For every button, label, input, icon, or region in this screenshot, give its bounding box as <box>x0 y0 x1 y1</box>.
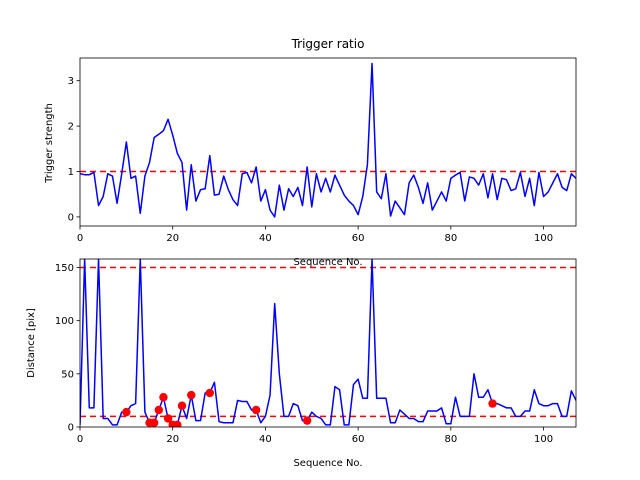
y-tick-label: 150 <box>55 263 74 274</box>
y-tick-label: 3 <box>68 76 74 87</box>
x-tick-label: 80 <box>444 233 457 244</box>
data-point-marker <box>488 399 497 408</box>
trigger-ratio-chart: Trigger ratio 0 20 40 60 80 100 0 1 2 3 Trigger s… <box>44 37 577 268</box>
y-tick-label: 0 <box>68 423 74 434</box>
x-tick-label: 20 <box>166 233 179 244</box>
data-point-marker <box>159 393 168 402</box>
data-point-marker <box>302 416 312 425</box>
x-tick-label: 40 <box>259 233 272 244</box>
data-point-marker <box>122 407 131 417</box>
data-point-marker <box>205 388 214 398</box>
y-tick-label: 100 <box>55 316 74 327</box>
axes-frame <box>79 258 577 428</box>
y-tick-label: 1 <box>68 167 74 178</box>
data-point-marker <box>154 405 164 415</box>
x-tick-label: 60 <box>352 434 365 445</box>
x-tick-label: 100 <box>534 233 553 244</box>
plot-area: 0 20 40 60 80 100 0 1 2 3 <box>68 57 577 244</box>
data-point-marker <box>149 418 159 427</box>
data-point-marker <box>173 420 182 427</box>
plot-content <box>80 259 576 427</box>
x-axis-label: Sequence No. <box>293 257 362 268</box>
y-tick-label: 0 <box>68 212 74 223</box>
x-tick-label: 100 <box>534 434 553 445</box>
y-tick-label: 50 <box>61 369 74 380</box>
y-axis-label: Trigger strength <box>44 103 55 184</box>
x-tick-label: 0 <box>77 233 83 244</box>
chart-title: Trigger ratio <box>291 37 365 51</box>
y-axis-label: Distance [pix] <box>26 308 37 378</box>
plot-area: 0 20 40 60 80 100 0 50 100 150 <box>55 258 577 445</box>
x-tick-label: 60 <box>352 233 365 244</box>
data-point-marker <box>251 405 261 415</box>
y-tick-label: 2 <box>68 122 74 133</box>
plot-content <box>80 62 576 218</box>
x-axis-label: Sequence No. <box>293 458 362 469</box>
series-line <box>80 62 576 218</box>
x-tick-label: 40 <box>259 434 272 445</box>
x-tick-label: 80 <box>444 434 457 445</box>
series-line <box>80 259 576 426</box>
data-point-marker <box>177 401 187 410</box>
axes-frame <box>79 57 577 227</box>
x-tick-label: 0 <box>77 434 83 445</box>
data-point-marker <box>187 390 196 400</box>
x-tick-label: 20 <box>166 434 179 445</box>
distance-chart: 0 20 40 60 80 100 0 50 100 150 Distance [pix] Seq… <box>26 258 577 469</box>
data-point-marker <box>163 414 173 423</box>
